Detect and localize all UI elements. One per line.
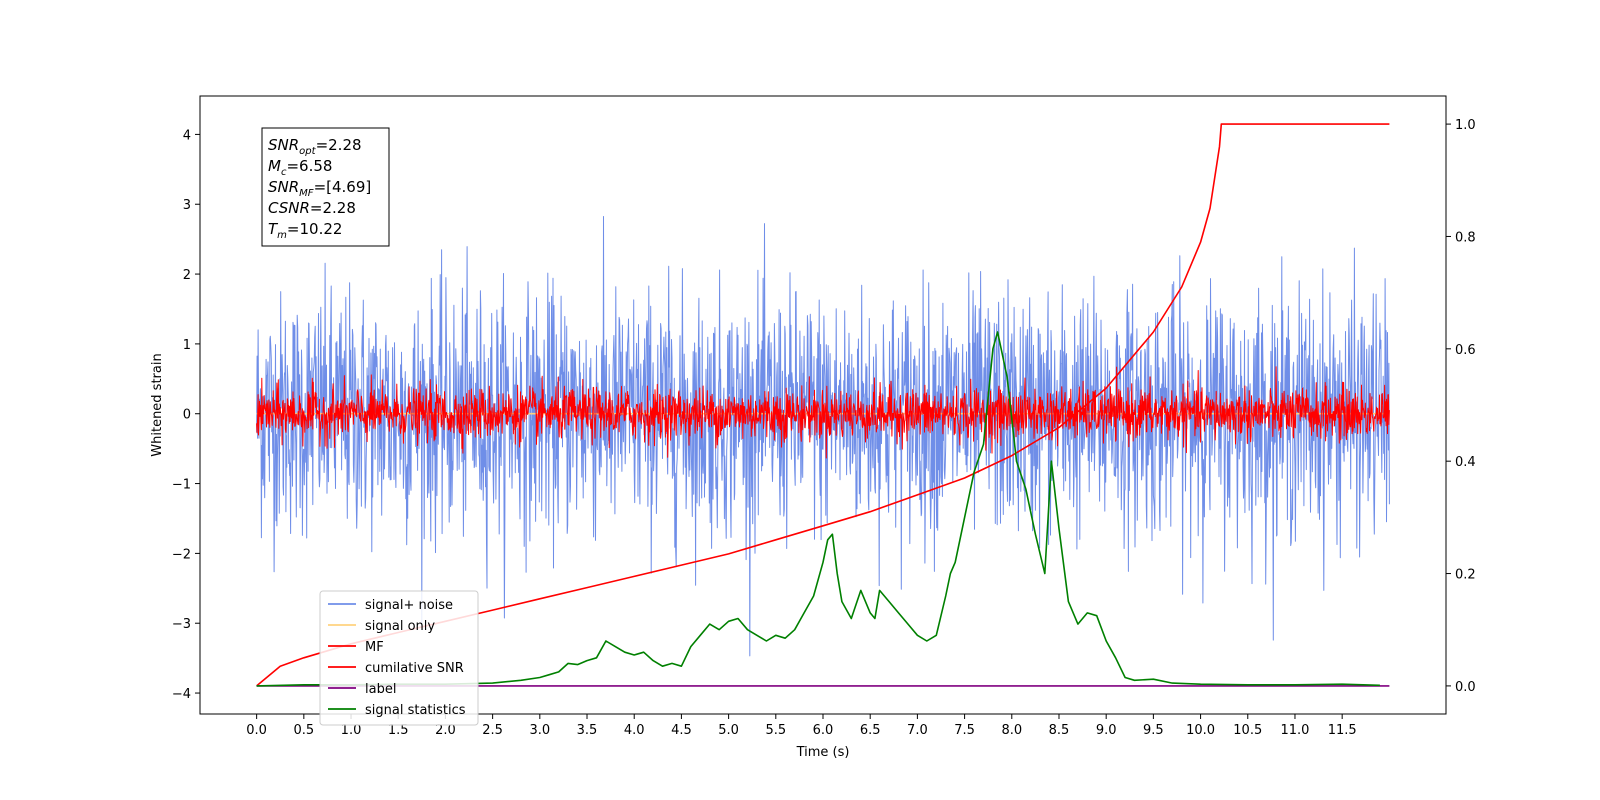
x-tick-label: 8.5 <box>1049 723 1070 738</box>
x-tick-label: 6.0 <box>813 723 834 738</box>
y2-tick-label: 0.2 <box>1455 568 1476 583</box>
legend-label-signal-noise: signal+ noise <box>365 598 453 613</box>
x-tick-label: 5.0 <box>718 723 739 738</box>
y-axis-label: Whitened strain <box>150 353 165 456</box>
x-axis-label: Time (s) <box>796 745 850 760</box>
annotation-line: SNRopt=2.28 <box>268 136 362 157</box>
x-tick-label: 3.5 <box>577 723 598 738</box>
annotation-frame <box>261 127 390 247</box>
annotation-line: Tm=10.22 <box>268 220 342 241</box>
x-tick-label: 7.0 <box>907 723 928 738</box>
y-tick-label: −2 <box>172 547 191 562</box>
x-tick-label: 9.5 <box>1143 723 1164 738</box>
series-signal-statistics <box>256 331 1380 687</box>
x-tick-label: 11.5 <box>1328 723 1357 738</box>
x-tick-label: 0.5 <box>293 723 314 738</box>
y-tick-label: −3 <box>172 617 191 632</box>
annotation-line: SNRMF=[4.69] <box>268 178 371 199</box>
x-tick-label: 9.0 <box>1096 723 1117 738</box>
y-tick-label: 2 <box>183 268 191 283</box>
y-tick-label: 1 <box>183 338 191 353</box>
x-tick-label: 3.0 <box>529 723 550 738</box>
x-tick-label: 4.5 <box>671 723 692 738</box>
y-axis-left: 4 3 2 1 0 −1 −2 −3 −4 <box>172 128 200 702</box>
x-tick-label: 7.5 <box>954 723 975 738</box>
x-tick-label: 1.5 <box>388 723 409 738</box>
series-signal-noise <box>256 216 1390 657</box>
legend-frame <box>319 590 479 726</box>
x-tick-label: 4.0 <box>624 723 645 738</box>
y-tick-label: −1 <box>172 478 191 493</box>
x-tick-label: 11.0 <box>1280 723 1309 738</box>
x-tick-label: 0.0 <box>246 723 267 738</box>
x-tick-label: 2.0 <box>435 723 456 738</box>
y2-tick-label: 0.0 <box>1455 680 1476 695</box>
x-axis: 0.0 0.5 1.0 1.5 2.0 2.5 3.0 3.5 4.0 4.5 5.0 5.5 6.0 6… <box>246 714 1357 738</box>
x-tick-label: 8.0 <box>1001 723 1022 738</box>
annotation-line: Mc=6.58 <box>268 157 332 178</box>
y-tick-label: 0 <box>183 408 191 423</box>
y-axis-right: 1.0 0.8 0.6 0.4 0.2 0.0 <box>1446 118 1476 695</box>
series-mf <box>256 366 1390 459</box>
annotation-line: CSNR=2.28 <box>268 199 356 217</box>
y-tick-label: 4 <box>183 128 191 143</box>
y-tick-label: 3 <box>183 198 191 213</box>
y-tick-label: −4 <box>172 687 191 702</box>
y2-tick-label: 0.8 <box>1455 230 1476 245</box>
legend-label-cumilative-snr: cumilative SNR <box>365 661 464 676</box>
x-tick-label: 1.0 <box>341 723 362 738</box>
x-tick-label: 10.5 <box>1233 723 1262 738</box>
legend-label-signal-only: signal only <box>365 619 435 634</box>
legend: signal+ noise signal only MF cumilative SNR… <box>319 590 479 726</box>
legend-label-mf: MF <box>365 640 384 655</box>
y2-tick-label: 0.4 <box>1455 455 1476 470</box>
x-tick-label: 6.5 <box>860 723 881 738</box>
y2-tick-label: 1.0 <box>1455 118 1476 133</box>
legend-label-label: label <box>365 682 396 697</box>
x-tick-label: 2.5 <box>482 723 503 738</box>
y2-tick-label: 0.6 <box>1455 343 1476 358</box>
legend-label-signal-statistics: signal statistics <box>365 703 466 718</box>
x-tick-label: 10.0 <box>1186 723 1215 738</box>
x-tick-label: 5.5 <box>765 723 786 738</box>
